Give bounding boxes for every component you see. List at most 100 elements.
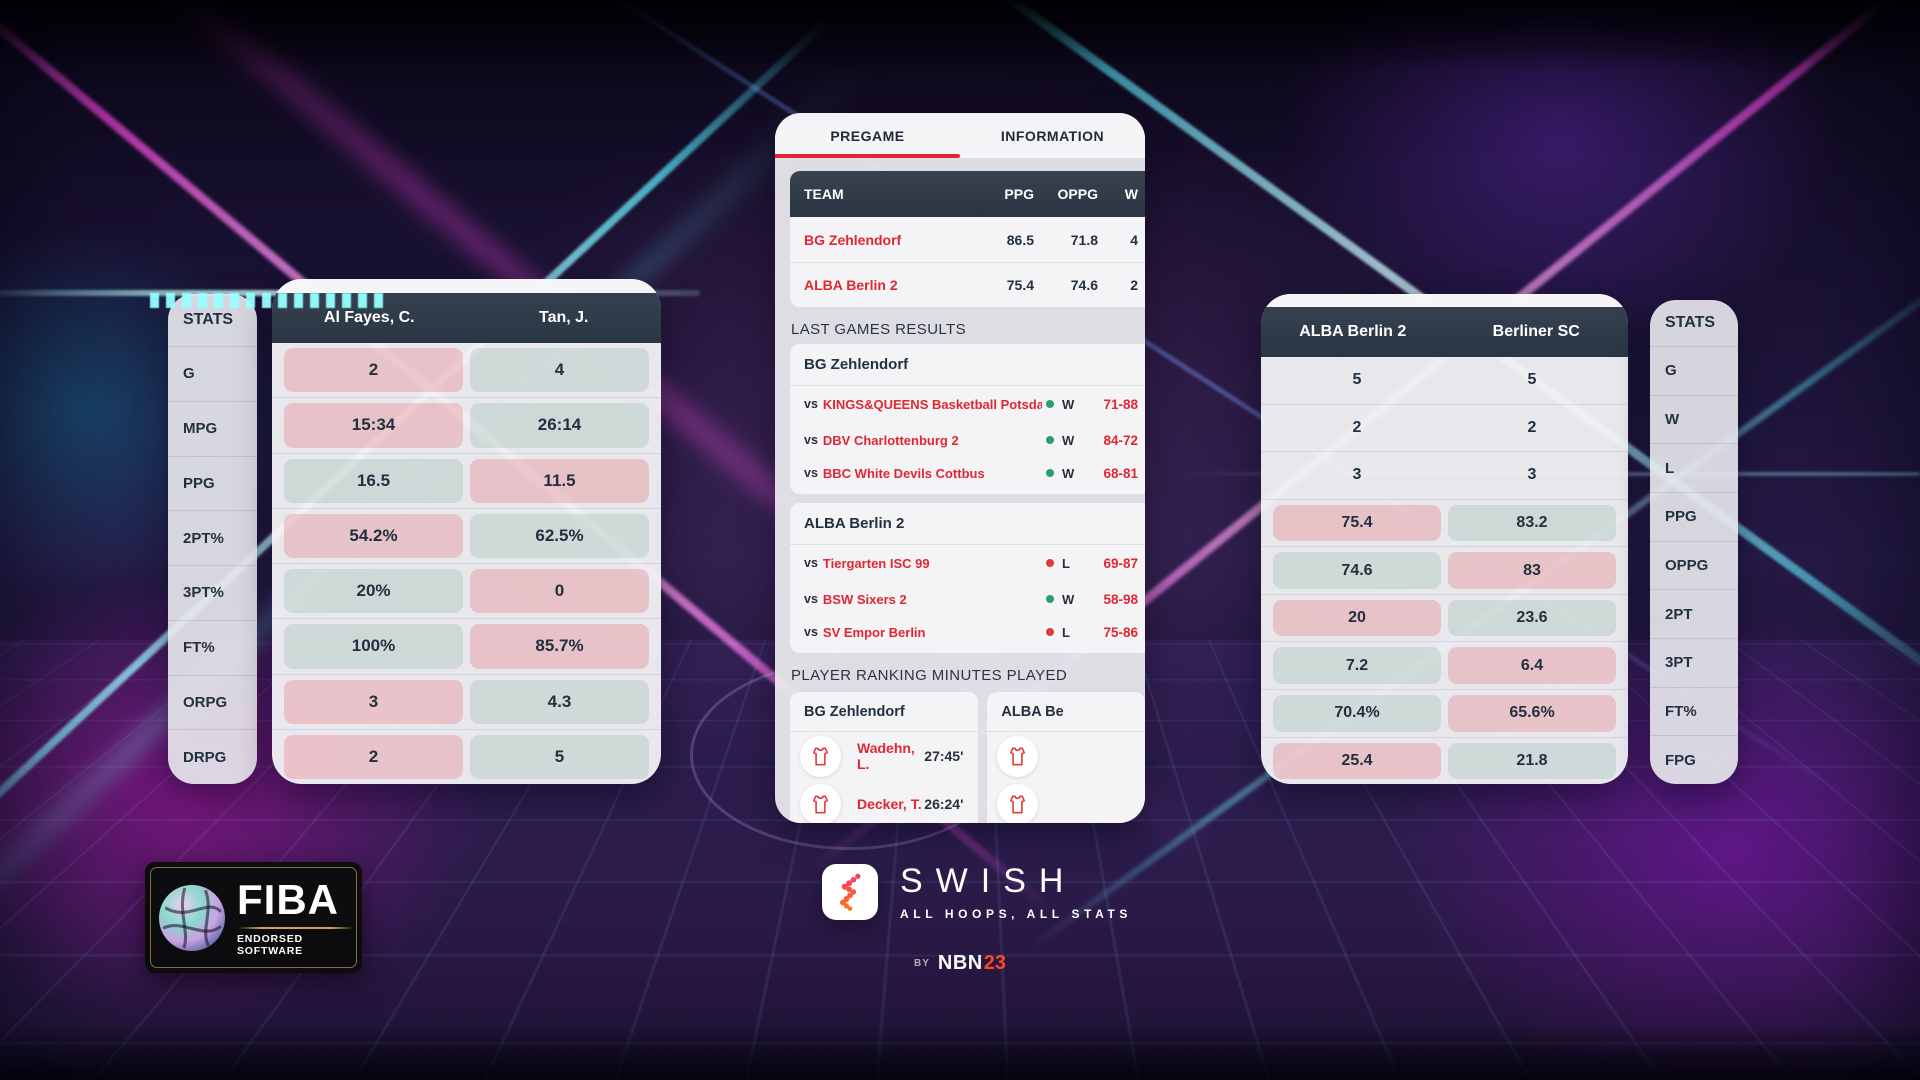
- stat-cell: 83: [1448, 552, 1616, 589]
- stat-label-2pt: 2PT: [1650, 589, 1738, 638]
- ranking-card-clipped: ALBA Be: [987, 692, 1145, 823]
- result-letter: W: [1062, 592, 1080, 607]
- team-comparison-header: ALBA Berlin 2 Berliner SC: [1261, 307, 1628, 357]
- right-stats-rail: STATS G W L PPG OPPG 2PT 3PT FT% FPG: [1650, 300, 1738, 784]
- team-comparison-body: 5 5 2 2 3 3 75.4 83.2 74.6 83 20 23.6: [1261, 357, 1628, 784]
- ranking-player-row: Wadehn, L. 27:45': [790, 732, 978, 780]
- stat-label-ft: FT%: [1650, 687, 1738, 736]
- game-row: vs BBC White Devils Cottbus W 68-81: [790, 458, 1145, 494]
- comparison-row: 3 3: [1261, 451, 1628, 499]
- comparison-row: 2 5: [272, 729, 661, 784]
- games-group-team: ALBA Berlin 2: [790, 503, 1145, 545]
- pregame-panel: PREGAME INFORMATION TEAM PPG OPPG W BG Z…: [775, 113, 1145, 823]
- stat-cell: 21.8: [1448, 743, 1616, 780]
- team-name: BG Zehlendorf: [790, 232, 974, 248]
- comparison-row: 54.2% 62.5%: [272, 508, 661, 563]
- stat-cell: 26:14: [470, 403, 649, 447]
- nbn-brand-number: 23: [984, 952, 1006, 975]
- stats-rail-header: STATS: [168, 294, 257, 346]
- team-ppg: 75.4: [974, 277, 1034, 293]
- stat-cell: 54.2%: [284, 514, 463, 558]
- stat-cell: 65.6%: [1448, 695, 1616, 732]
- game-score: 84-72: [1080, 433, 1138, 448]
- comparison-row: 74.6 83: [1261, 546, 1628, 594]
- opponent-name: KINGS&QUEENS Basketball Potsdam: [823, 397, 1042, 412]
- result-letter: W: [1062, 433, 1080, 448]
- stat-cell: 23.6: [1448, 600, 1616, 637]
- opponent-name: SV Empor Berlin: [823, 625, 1042, 640]
- ranking-team: BG Zehlendorf: [790, 692, 978, 732]
- stat-label-mpg: MPG: [168, 401, 257, 456]
- stat-cell: 83.2: [1448, 505, 1616, 542]
- last-games-card: BG Zehlendorf vs KINGS&QUEENS Basketball…: [790, 344, 1145, 494]
- ranking-player-row: Decker, T. 26:24': [790, 780, 978, 823]
- comparison-row: 2 2: [1261, 404, 1628, 452]
- stat-cell: 7.2: [1273, 647, 1441, 684]
- team-b-name: Berliner SC: [1445, 307, 1629, 357]
- comparison-row: 5 5: [1261, 357, 1628, 404]
- result-dot: [1046, 400, 1054, 408]
- game-score: 71-88: [1080, 397, 1138, 412]
- result-dot: [1046, 595, 1054, 603]
- comparison-row: 7.2 6.4: [1261, 641, 1628, 689]
- stat-cell: 100%: [284, 624, 463, 668]
- screen: STATS G MPG PPG 2PT% 3PT% FT% ORPG DRPG …: [0, 0, 1920, 1080]
- comparison-row: 25.4 21.8: [1261, 737, 1628, 785]
- tab-bar: PREGAME INFORMATION: [775, 113, 1145, 158]
- result-letter: W: [1062, 466, 1080, 481]
- result-letter: L: [1062, 625, 1080, 640]
- stat-cell: 25.4: [1273, 743, 1441, 780]
- comparison-row: 70.4% 65.6%: [1261, 689, 1628, 737]
- result-dot: [1046, 469, 1054, 477]
- games-group-team: BG Zehlendorf: [790, 344, 1145, 386]
- stat-cell: 3: [1448, 457, 1616, 494]
- vs-label: vs: [804, 556, 818, 570]
- last-games-title: LAST GAMES RESULTS: [791, 321, 1145, 338]
- team-table-header: TEAM PPG OPPG W: [790, 171, 1145, 217]
- team-table-row: ALBA Berlin 2 75.4 74.6 2: [790, 262, 1145, 307]
- stat-cell: 16.5: [284, 459, 463, 503]
- tab-pregame[interactable]: PREGAME: [775, 113, 960, 158]
- player-comparison-panel: Al Fayes, C. Tan, J. 2 4 15:34 26:14 16.…: [272, 279, 661, 784]
- jersey-icon: [800, 736, 841, 777]
- stat-label-ppg: PPG: [168, 456, 257, 511]
- stat-cell: 20%: [284, 569, 463, 613]
- stat-cell: 4.3: [470, 680, 649, 724]
- ranking-player-row: [987, 780, 1145, 823]
- stat-cell: 70.4%: [1273, 695, 1441, 732]
- stats-rail-header: STATS: [1650, 300, 1738, 346]
- comparison-row: 20% 0: [272, 563, 661, 618]
- team-table-row: BG Zehlendorf 86.5 71.8 4: [790, 217, 1145, 262]
- fiba-divider-line: [237, 927, 355, 929]
- player-a-name: Al Fayes, C.: [272, 293, 467, 343]
- by-label: BY: [914, 958, 930, 969]
- swish-tagline: ALL HOOPS, ALL STATS: [900, 907, 1132, 921]
- left-stats-rail: STATS G MPG PPG 2PT% 3PT% FT% ORPG DRPG: [168, 294, 257, 784]
- ranking-player-minutes: 27:45': [924, 748, 963, 764]
- ranking-team: ALBA Be: [987, 692, 1145, 732]
- vs-label: vs: [804, 592, 818, 606]
- player-ranking-title: PLAYER RANKING MINUTES PLAYED: [791, 667, 1145, 684]
- active-tab-underline: [775, 154, 960, 158]
- team-oppg: 71.8: [1034, 232, 1098, 248]
- player-ranking-cards: BG Zehlendorf Wadehn, L. 27:45': [790, 692, 1145, 823]
- tab-information[interactable]: INFORMATION: [960, 113, 1145, 158]
- opponent-name: BSW Sixers 2: [823, 592, 1042, 607]
- stat-label-fpg: FPG: [1650, 735, 1738, 784]
- ranking-card: BG Zehlendorf Wadehn, L. 27:45': [790, 692, 978, 823]
- stat-cell: 15:34: [284, 403, 463, 447]
- ranking-player-row: [987, 732, 1145, 780]
- stat-cell: 2: [284, 348, 463, 392]
- blue-beam: [499, 0, 1844, 796]
- swish-title: SWISH: [900, 864, 1132, 898]
- result-letter: L: [1062, 556, 1080, 571]
- opponent-name: Tiergarten ISC 99: [823, 556, 1042, 571]
- game-score: 69-87: [1080, 556, 1138, 571]
- game-row: vs KINGS&QUEENS Basketball Potsdam W 71-…: [790, 386, 1145, 422]
- player-b-name: Tan, J.: [467, 293, 662, 343]
- team-comparison-panel: ALBA Berlin 2 Berliner SC 5 5 2 2 3 3 75…: [1261, 294, 1628, 784]
- panel-cap: [272, 279, 661, 293]
- stat-cell: 2: [284, 735, 463, 779]
- comparison-row: 100% 85.7%: [272, 618, 661, 673]
- stat-cell: 5: [470, 735, 649, 779]
